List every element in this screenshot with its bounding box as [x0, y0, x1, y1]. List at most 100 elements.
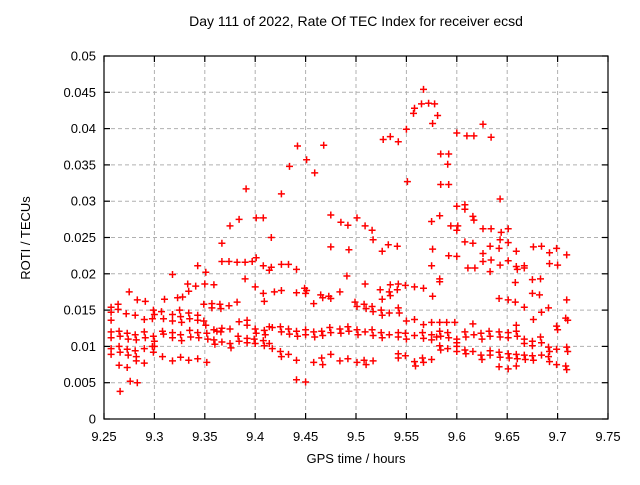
data-point — [486, 268, 494, 276]
data-point — [443, 318, 451, 326]
data-point — [208, 304, 216, 312]
data-point — [436, 212, 444, 220]
data-point — [311, 169, 319, 177]
data-point — [410, 109, 417, 117]
data-point — [251, 325, 259, 333]
data-point — [528, 276, 536, 284]
data-point — [453, 129, 461, 137]
data-point — [344, 221, 352, 229]
data-point — [140, 316, 148, 323]
data-point — [528, 352, 536, 360]
data-point — [123, 364, 131, 371]
data-point — [202, 268, 210, 276]
data-point — [116, 348, 124, 356]
data-point — [187, 333, 195, 341]
data-point — [563, 343, 571, 351]
data-point — [545, 353, 552, 361]
data-point — [177, 353, 185, 361]
data-point — [226, 325, 234, 333]
data-point — [200, 317, 208, 325]
chart-title: Day 111 of 2022, Rate Of TEC Index for r… — [189, 13, 523, 29]
data-point — [195, 334, 203, 342]
data-point — [277, 260, 285, 268]
data-point — [286, 162, 293, 170]
data-point — [368, 303, 376, 310]
data-point — [504, 257, 512, 265]
data-point — [203, 358, 211, 366]
data-point — [528, 289, 536, 297]
data-point — [259, 262, 267, 270]
data-point — [536, 291, 543, 299]
data-point — [293, 289, 300, 297]
data-point — [194, 355, 202, 363]
data-point — [564, 316, 572, 324]
data-point — [554, 326, 562, 334]
data-point — [521, 356, 529, 363]
data-point — [384, 241, 392, 249]
data-point — [428, 336, 436, 344]
data-point — [124, 351, 132, 359]
y-tick-label: 0.01 — [71, 339, 96, 354]
data-point — [379, 136, 387, 143]
data-point — [463, 132, 471, 140]
data-point — [114, 305, 122, 313]
data-point — [445, 334, 453, 342]
data-point — [140, 328, 148, 336]
data-point — [377, 329, 385, 337]
data-point — [394, 280, 402, 288]
data-point — [194, 316, 202, 324]
data-point — [123, 329, 131, 337]
data-point — [453, 226, 461, 234]
data-point — [267, 263, 275, 271]
data-point — [553, 322, 561, 330]
data-point — [277, 353, 285, 361]
data-point — [479, 258, 487, 265]
data-point — [496, 195, 504, 203]
data-point — [131, 331, 139, 339]
x-tick-label: 9.35 — [192, 429, 217, 444]
x-tick-label: 9.75 — [595, 429, 620, 444]
data-point — [496, 236, 504, 244]
x-tick-label: 9.25 — [91, 429, 116, 444]
data-point — [353, 214, 361, 222]
data-point — [395, 309, 403, 317]
data-point — [428, 356, 436, 363]
data-point — [469, 212, 477, 220]
y-tick-label: 0.015 — [63, 303, 96, 318]
data-point — [202, 321, 210, 329]
data-point — [538, 351, 545, 359]
data-point — [529, 316, 537, 323]
data-point — [276, 348, 284, 355]
data-point — [310, 358, 318, 366]
data-point — [116, 387, 124, 395]
data-point — [169, 357, 176, 365]
data-point — [218, 239, 226, 247]
data-point — [378, 311, 386, 319]
data-point — [437, 346, 445, 354]
data-point — [369, 332, 377, 339]
x-tick-label: 9.55 — [394, 429, 419, 444]
data-point — [241, 258, 249, 266]
data-point — [125, 288, 133, 296]
data-point — [149, 332, 157, 340]
data-point — [140, 359, 148, 367]
data-point — [429, 245, 437, 253]
data-point — [141, 297, 149, 305]
data-point — [497, 228, 505, 236]
data-point — [186, 315, 194, 323]
data-point — [393, 242, 401, 250]
data-point — [327, 295, 335, 302]
data-point — [126, 377, 134, 385]
data-point — [115, 342, 123, 350]
data-point — [428, 318, 436, 326]
data-point — [319, 294, 327, 302]
data-point — [185, 309, 193, 317]
data-point — [107, 334, 115, 342]
data-point — [360, 300, 368, 308]
data-point — [471, 264, 479, 272]
data-point — [419, 329, 426, 337]
data-point — [107, 350, 115, 358]
data-point — [437, 150, 445, 158]
data-point — [336, 288, 344, 296]
data-point — [327, 329, 335, 337]
